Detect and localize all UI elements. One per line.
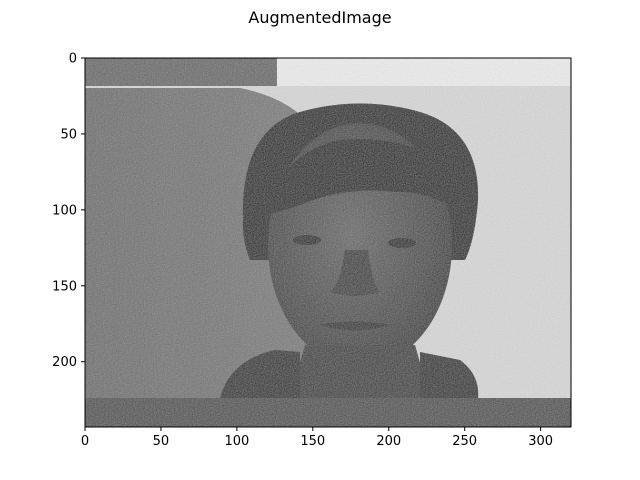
x-tick-label: 250 [452,434,477,449]
x-tick-label: 200 [376,434,401,449]
figure-title: AugmentedImage [248,8,392,27]
axes-frame [84,57,572,428]
x-tick-label: 300 [528,434,553,449]
y-tick-label: 50 [60,127,77,142]
x-axis: 0 50 100 150 200 250 300 [81,427,553,449]
x-tick-label: 150 [300,434,325,449]
y-axis: 0 50 100 150 200 [52,52,85,370]
face-photo-image [85,58,571,427]
y-tick-label: 100 [52,203,77,218]
y-tick-label: 0 [69,52,77,67]
x-tick-label: 50 [153,434,170,449]
y-tick-label: 150 [52,279,77,294]
y-tick-label: 200 [52,355,77,370]
x-tick-label: 100 [224,434,249,449]
x-tick-label: 0 [81,434,89,449]
